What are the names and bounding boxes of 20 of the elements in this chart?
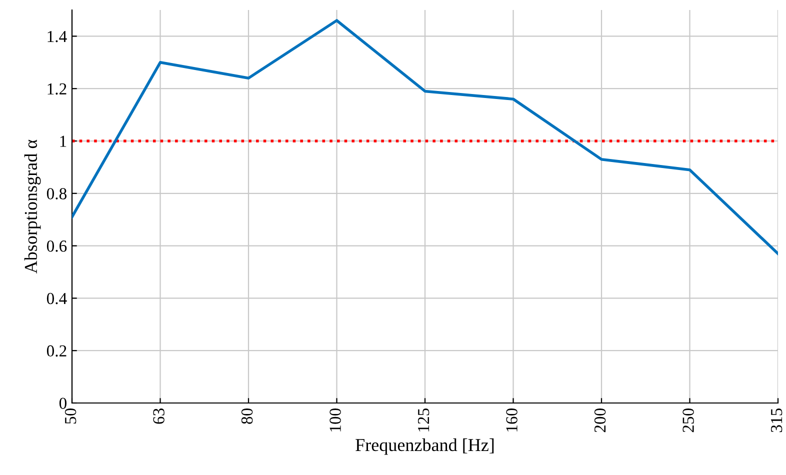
x-tick-label: 63 xyxy=(153,408,164,424)
line-series xyxy=(72,19,778,256)
y-tick-label: 0 xyxy=(59,398,67,409)
y-tick-label: 0.2 xyxy=(46,345,66,357)
y-tick-label: 0.8 xyxy=(46,188,67,200)
x-tick-label: 80 xyxy=(241,408,253,424)
x-tick-label: 250 xyxy=(682,408,694,432)
x-tick-label: 315 xyxy=(770,408,782,432)
y-tick-label: 0.4 xyxy=(46,292,67,304)
y-axis-title: Absorptionsgrad α xyxy=(24,140,41,274)
x-tick-label: 100 xyxy=(330,408,341,432)
y-tick-label: 1.2 xyxy=(48,83,66,95)
x-tick-label: 125 xyxy=(418,408,430,432)
x-tick-label: 200 xyxy=(594,408,606,432)
y-tick-label: 0.6 xyxy=(46,240,67,252)
x-tick-label: 160 xyxy=(506,408,518,432)
y-tick-label: 1 xyxy=(60,136,66,147)
x-tick-label: 50 xyxy=(64,408,76,424)
y-tick-label: 1.4 xyxy=(48,30,67,42)
x-axis-title: Frequenzband [Hz] xyxy=(356,438,494,455)
